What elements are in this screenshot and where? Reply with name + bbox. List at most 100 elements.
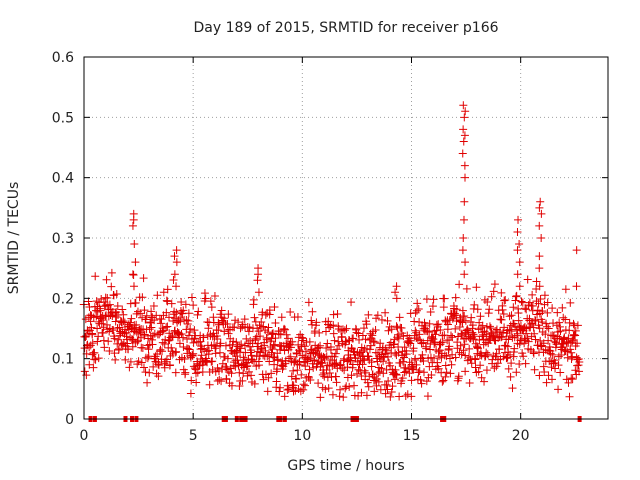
data-point	[128, 270, 137, 279]
data-point	[318, 358, 327, 367]
data-point	[544, 371, 553, 380]
data-point	[409, 365, 418, 374]
data-point	[440, 351, 449, 360]
data-point	[390, 340, 399, 349]
data-point	[487, 292, 496, 301]
data-point	[519, 352, 528, 361]
data-point	[215, 375, 224, 384]
data-point	[299, 385, 308, 394]
data-point	[110, 334, 119, 343]
data-point	[568, 336, 577, 345]
data-point	[133, 307, 142, 316]
data-point	[347, 298, 356, 307]
data-point	[485, 322, 494, 331]
data-point	[252, 332, 261, 341]
data-point	[431, 330, 440, 339]
grid-layer	[84, 57, 608, 419]
data-point	[377, 364, 386, 373]
data-point	[243, 323, 252, 332]
data-point	[420, 368, 429, 377]
data-point	[384, 376, 393, 385]
data-point	[513, 331, 522, 340]
data-point	[452, 305, 461, 314]
data-point	[277, 361, 286, 370]
data-point	[513, 246, 522, 255]
data-point	[460, 340, 469, 349]
data-point	[326, 343, 335, 352]
data-point	[97, 319, 106, 328]
x-tick-label: 10	[293, 428, 311, 444]
data-point	[215, 348, 224, 357]
data-point	[94, 332, 103, 341]
data-point	[375, 367, 384, 376]
data-point	[470, 354, 479, 363]
data-point	[456, 317, 465, 326]
data-point	[316, 341, 325, 350]
data-point	[338, 364, 347, 373]
data-point	[512, 368, 521, 377]
data-point	[269, 341, 278, 350]
data-point	[172, 347, 181, 356]
data-point	[542, 322, 551, 331]
data-point	[554, 385, 563, 394]
data-point	[114, 344, 123, 353]
y-tick-label: 0	[65, 412, 74, 428]
data-point	[232, 338, 241, 347]
data-point	[254, 339, 263, 348]
data-point	[533, 306, 542, 315]
data-point	[263, 328, 272, 337]
data-point	[325, 369, 334, 378]
data-point	[295, 360, 304, 369]
data-point	[107, 282, 116, 291]
data-point	[535, 252, 544, 261]
data-point	[362, 320, 371, 329]
data-point	[113, 302, 122, 311]
data-point	[556, 368, 565, 377]
data-point	[158, 324, 167, 333]
data-point	[476, 361, 485, 370]
data-point	[382, 380, 391, 389]
data-point	[419, 338, 428, 347]
data-point	[166, 360, 175, 369]
data-point	[134, 357, 143, 366]
data-point	[537, 209, 546, 218]
data-point	[503, 326, 512, 335]
data-point	[407, 376, 416, 385]
data-point	[267, 369, 276, 378]
data-point	[459, 234, 468, 242]
data-point	[199, 333, 208, 342]
data-point	[193, 368, 202, 377]
data-point	[523, 275, 532, 284]
data-point	[162, 296, 171, 305]
data-point	[287, 372, 296, 381]
data-point	[341, 337, 350, 346]
data-point	[409, 344, 418, 353]
data-point	[517, 297, 526, 306]
data-point	[273, 355, 282, 364]
data-point	[162, 323, 171, 332]
data-point	[230, 323, 239, 332]
data-point	[143, 378, 152, 387]
data-point	[186, 389, 195, 398]
data-point	[309, 363, 318, 372]
data-point	[87, 323, 96, 332]
data-point	[415, 330, 424, 339]
data-point	[190, 364, 199, 373]
data-point	[515, 240, 524, 249]
data-point	[247, 346, 256, 355]
data-point	[315, 328, 324, 337]
data-point	[369, 337, 378, 346]
data-point	[224, 310, 233, 319]
data-point	[537, 234, 546, 242]
data-point	[462, 284, 471, 293]
data-point	[352, 328, 361, 337]
x-tick-label: 15	[403, 428, 421, 444]
data-point	[459, 125, 468, 134]
data-point	[432, 320, 441, 329]
data-point	[402, 350, 411, 359]
data-point	[423, 327, 432, 336]
data-point	[421, 321, 430, 330]
data-point	[529, 349, 538, 358]
data-point	[514, 215, 523, 224]
data-point	[540, 291, 549, 300]
